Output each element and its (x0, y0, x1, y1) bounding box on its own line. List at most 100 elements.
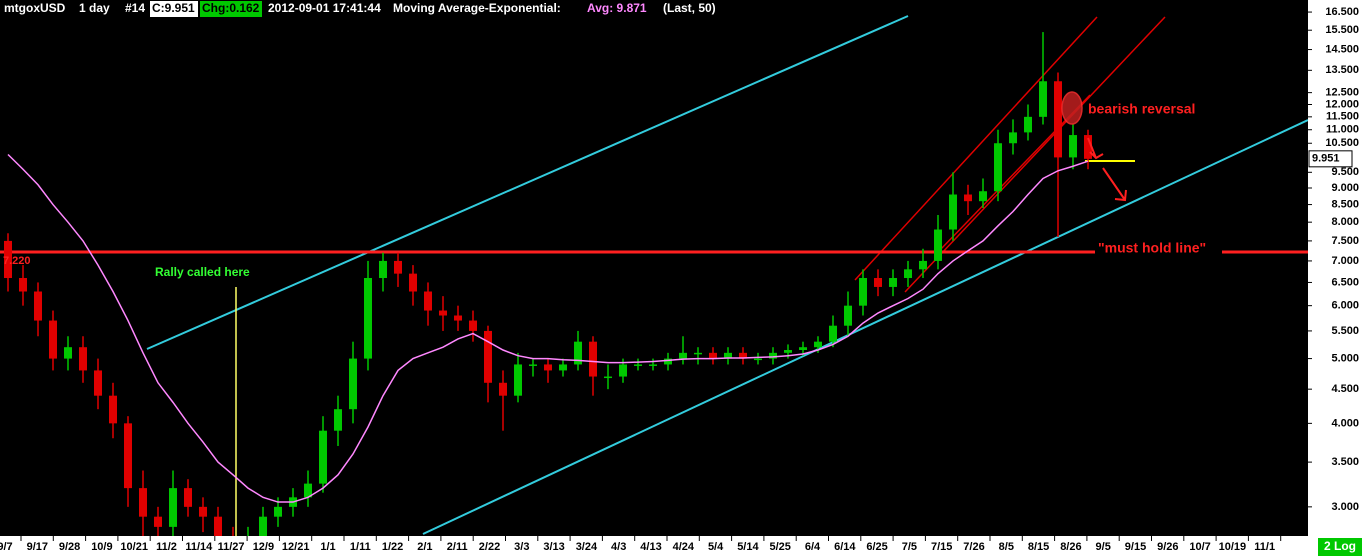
x-tick-label: 4/24 (673, 541, 695, 553)
candle-body (979, 191, 987, 202)
y-tick-label: 8.000 (1331, 216, 1359, 228)
x-tick-label: 2/11 (447, 541, 468, 553)
avg: Avg: 9.871 (587, 1, 647, 15)
candle-body (349, 358, 357, 410)
candle-body (604, 376, 612, 379)
interval: 1 day (79, 1, 110, 15)
plot-area (0, 15, 1308, 536)
candle-body (664, 358, 672, 365)
x-tick-label: 2/1 (417, 541, 432, 553)
channel-line (939, 94, 1091, 251)
trend-line (146, 15, 909, 350)
candle-body (409, 273, 417, 292)
x-tick-label: 10/21 (120, 541, 148, 553)
candle-body (919, 260, 927, 270)
candle-body (139, 488, 147, 517)
params: (Last, 50) (663, 1, 716, 15)
candle-body (499, 382, 507, 396)
arrow (1087, 137, 1104, 160)
y-tick-label: 6.000 (1331, 300, 1359, 312)
candle-body (559, 364, 567, 371)
x-tick-label: 9/17 (27, 541, 48, 553)
candle-body (709, 352, 717, 359)
candle-body (1024, 116, 1032, 133)
y-tick-label: 11.500 (1326, 111, 1359, 123)
x-tick-label: 11/2 (156, 541, 177, 553)
candle-body (49, 320, 57, 359)
x-tick-label: 9/28 (59, 541, 80, 553)
candle-body (859, 278, 867, 306)
y-tick-label: 11.000 (1326, 124, 1359, 136)
change: Chg:0.162 (202, 1, 260, 15)
candle-body (949, 194, 957, 230)
candle-body (454, 315, 462, 321)
x-tick-label: 9/26 (1157, 541, 1178, 553)
candle-body (439, 310, 447, 316)
candle-body (1084, 135, 1092, 159)
y-tick-label: 9.500 (1331, 166, 1359, 178)
candle-body (274, 506, 282, 517)
y-tick-label: 7.000 (1331, 255, 1359, 267)
x-tick-label: 3/24 (576, 541, 598, 553)
x-tick-label: 10/7 (1189, 541, 1210, 553)
y-tick-label: 3.000 (1331, 501, 1359, 513)
y-tick-label: 10.500 (1325, 137, 1359, 149)
arrow (1102, 167, 1127, 202)
candle-body (1039, 81, 1047, 117)
candle-body (64, 347, 72, 359)
y-tick-label: 8.500 (1331, 198, 1359, 210)
ema-line (7, 153, 1089, 503)
candle-body (154, 516, 162, 527)
x-tick-label: 9/7 (0, 541, 13, 553)
x-tick-label: 8/26 (1060, 541, 1081, 553)
x-tick-label: 11/1 (1254, 541, 1275, 553)
highlight (1061, 91, 1083, 125)
candle-body (214, 516, 222, 536)
last-price-box (1308, 150, 1353, 168)
scale-mode-box[interactable] (1318, 538, 1362, 556)
candle-body (169, 488, 177, 527)
x-axis-strip (0, 536, 1362, 556)
y-tick-label: 4.000 (1331, 417, 1359, 429)
candle-body (784, 350, 792, 353)
channel-line (854, 16, 1098, 281)
candle-body (79, 347, 87, 371)
candle-body (304, 483, 312, 498)
scale-mode[interactable]: 2 Log (1324, 539, 1356, 553)
x-tick-label: 7/15 (931, 541, 952, 553)
candle-body (364, 278, 372, 359)
x-tick-label: 7/26 (963, 541, 984, 553)
candle-body (259, 516, 267, 536)
y-tick-label: 16.500 (1325, 6, 1359, 18)
y-tick-label: 9.000 (1331, 182, 1359, 194)
y-tick-label: 3.500 (1331, 456, 1359, 468)
x-tick-label: 6/25 (866, 541, 887, 553)
candle-body (964, 194, 972, 202)
change-box (200, 1, 262, 17)
x-tick-label: 11/27 (218, 541, 245, 553)
annotation: "must hold line" (1098, 240, 1206, 256)
x-tick-label: 8/15 (1028, 541, 1049, 553)
candle-body (34, 291, 42, 321)
y-tick-label: 12.500 (1325, 87, 1359, 99)
candle-body (889, 278, 897, 287)
x-tick-label: 4/13 (640, 541, 661, 553)
candle-body (589, 341, 597, 377)
y-tick-label: 4.500 (1331, 383, 1359, 395)
y-axis-strip (1308, 0, 1362, 536)
candle-body (799, 347, 807, 351)
candle-body (904, 269, 912, 279)
x-tick-label: 12/9 (253, 541, 274, 553)
candle-body (94, 370, 102, 396)
x-tick-label: 12/21 (282, 541, 310, 553)
x-tick-label: 2/22 (479, 541, 500, 553)
candle-body (514, 364, 522, 396)
indicator: Moving Average-Exponential: (393, 1, 561, 15)
candle-body (1009, 132, 1017, 144)
candle-body (634, 364, 642, 366)
candle-body (319, 430, 327, 484)
x-tick-label: 5/14 (737, 541, 759, 553)
candle-body (4, 240, 12, 279)
